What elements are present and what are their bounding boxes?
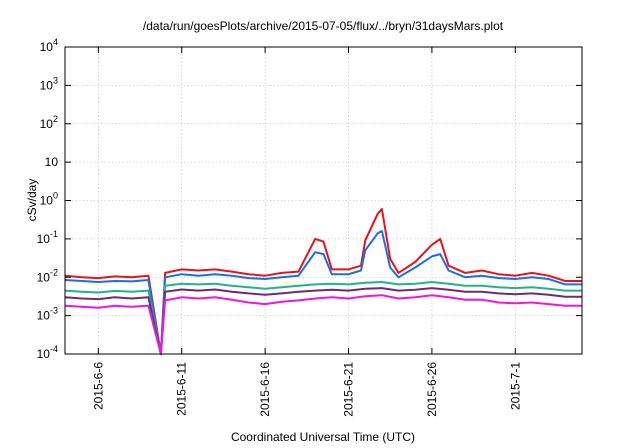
- x-axis-label: Coordinated Universal Time (UTC): [231, 430, 415, 444]
- series-line-1: [64, 208, 582, 355]
- y-tick-label: 10-3: [37, 306, 58, 323]
- y-axis-label: cSv/day: [25, 179, 39, 222]
- y-tick-label: 103: [40, 75, 58, 92]
- grid-lines: [65, 46, 582, 355]
- y-tick-label: 10: [45, 155, 59, 169]
- y-tick-label: 10-2: [37, 267, 58, 284]
- series-group: [64, 208, 582, 355]
- series-line-2: [64, 230, 582, 355]
- series-line-4: [64, 287, 582, 355]
- chart-title: /data/run/goesPlots/archive/2015-07-05/f…: [143, 19, 504, 33]
- x-tick-label: 2015-7-1: [508, 362, 522, 410]
- x-tick-label: 2015-6-16: [258, 362, 272, 417]
- y-tick-label: 104: [40, 37, 58, 54]
- y-tick-label: 10-1: [37, 229, 58, 246]
- x-tick-label: 2015-6-21: [342, 362, 356, 417]
- y-tick-label: 10-4: [37, 344, 58, 361]
- y-tick-label: 100: [40, 191, 58, 208]
- x-tick-label: 2015-6-11: [175, 362, 189, 416]
- axis-ticks: 10-4 10-3 10-2 10-1 100 10 102 103 104 2015-6-6 20…: [37, 37, 582, 417]
- series-line-5: [64, 294, 582, 355]
- x-tick-label: 2015-6-6: [91, 362, 105, 410]
- x-tick-label: 2015-6-26: [425, 362, 439, 417]
- y-tick-label: 102: [40, 114, 58, 131]
